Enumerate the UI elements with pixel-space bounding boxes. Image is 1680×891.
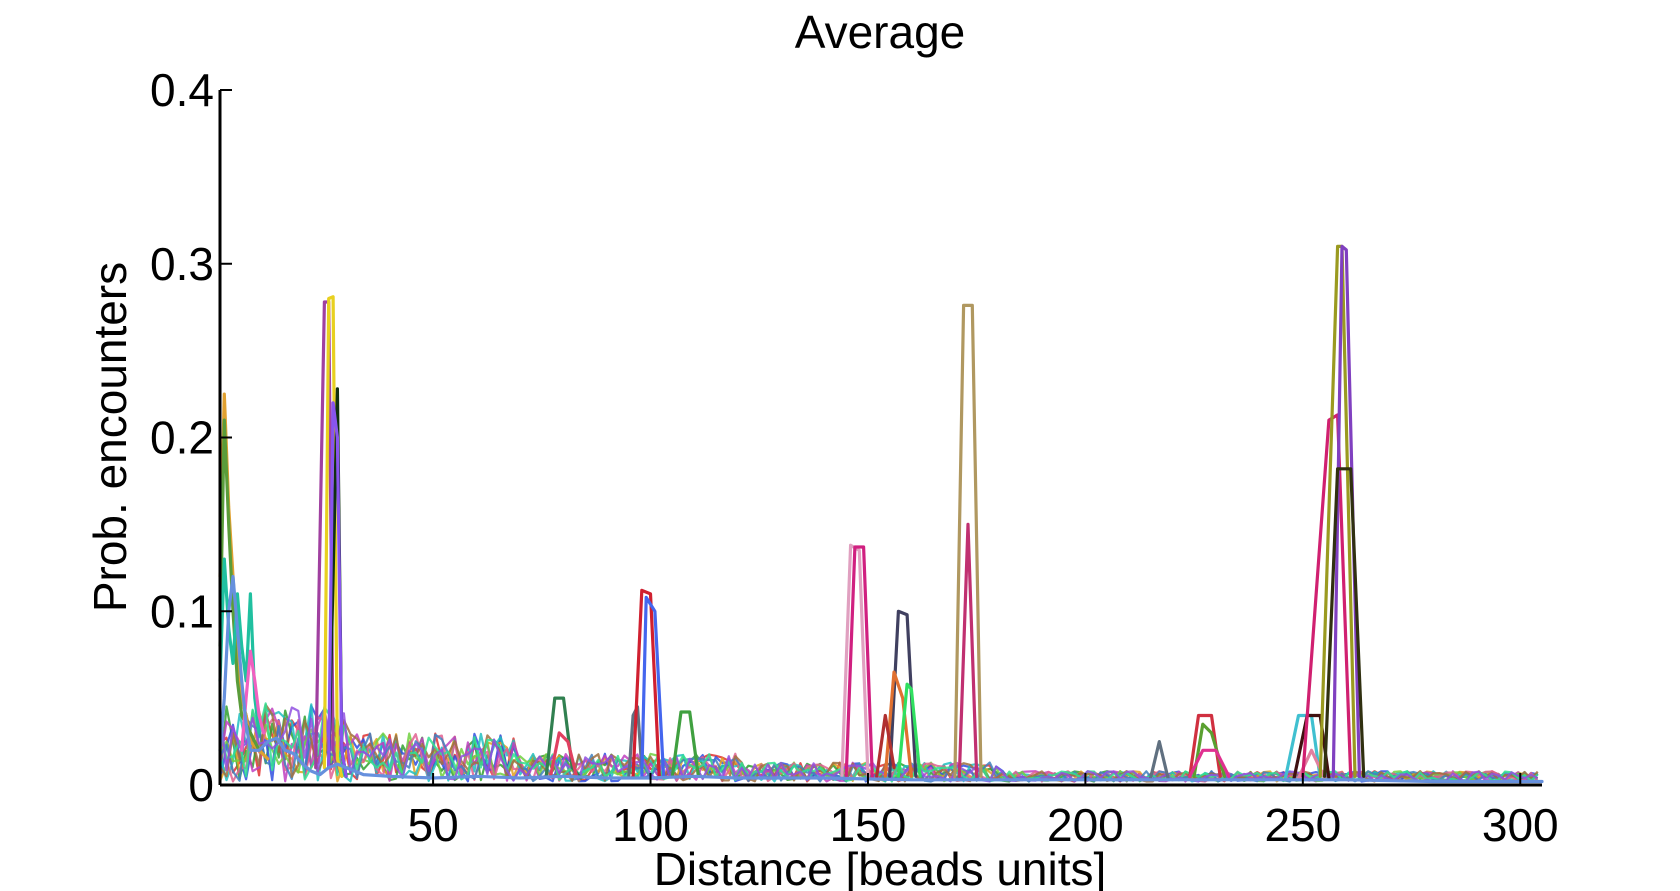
series-line-12 [640,595,666,778]
x-tick-label-5: 300 [1482,799,1559,851]
series-line-20 [953,303,983,778]
y-tick-label-2: 0.2 [150,412,214,464]
x-tick-label-1: 100 [612,799,689,851]
y-tick-label-4: 0.4 [150,64,214,116]
series-line-17 [883,670,913,778]
series-line-7 [327,401,348,778]
y-tick-label-0: 0 [188,759,214,811]
series-line-21 [957,522,979,778]
x-tick-label-3: 200 [1047,799,1124,851]
series-line-18 [896,682,922,778]
y-tick-label-1: 0.1 [150,585,214,637]
series-line-19 [875,713,896,778]
series-line-26 [1283,713,1322,780]
y-tick-label-3: 0.3 [150,238,214,290]
x-axis-label: Distance [beads units] [654,843,1107,891]
series-line-25 [1188,748,1231,778]
series-line-33 [218,574,1544,784]
series-line-32 [1323,467,1366,778]
x-axis-ticks: 50 100 150 200 250 300 [407,773,1559,851]
chart-title: Average [795,6,966,58]
series-line-13 [670,710,700,778]
series-layer [218,244,1544,784]
series-line-22 [1149,740,1170,780]
y-axis-ticks: 0 0.1 0.2 0.3 0.4 [150,64,232,811]
x-tick-label-2: 150 [830,799,907,851]
x-tick-label-4: 250 [1264,799,1341,851]
series-line-2 [218,557,261,735]
x-tick-label-0: 50 [407,799,458,851]
series-line-9 [548,731,579,778]
y-axis-label: Prob. encounters [84,262,136,612]
series-line-15 [844,545,874,778]
series-line-11 [631,588,661,778]
series-line-30 [1318,244,1357,778]
